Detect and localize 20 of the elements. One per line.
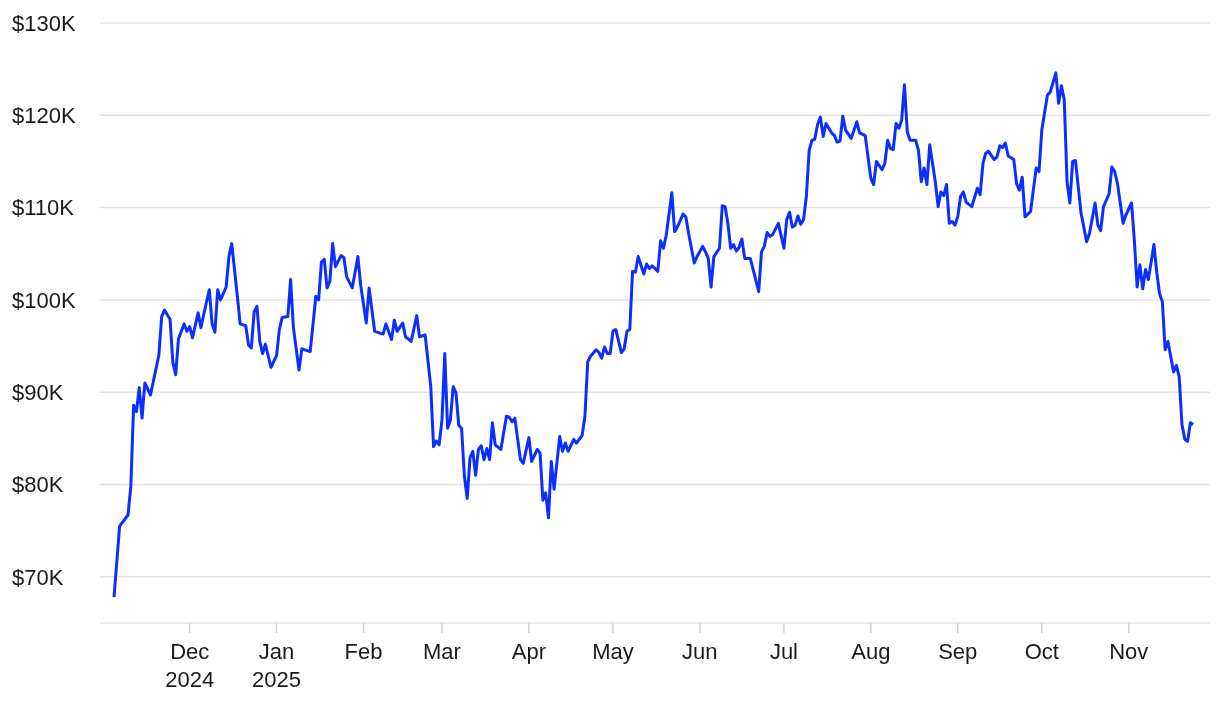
y-tick-label: $90K <box>12 379 64 405</box>
x-tick-label: Jul <box>769 639 798 664</box>
x-tick-label: Jun <box>682 639 718 664</box>
x-tick-label: Dec 2024 <box>165 639 215 692</box>
y-tick-label: $70K <box>12 564 64 590</box>
x-tick-label: Jan 2025 <box>252 639 302 692</box>
x-tick-label: Oct <box>1024 639 1059 664</box>
y-tick-label: $110K <box>12 195 75 221</box>
x-tick-label: Nov <box>1109 639 1149 664</box>
x-tick-label: May <box>592 639 634 664</box>
y-tick-label: $80K <box>12 472 64 498</box>
x-tick-label: Feb <box>344 639 383 664</box>
x-tick-label: Sep <box>938 639 978 664</box>
x-tick-label: Mar <box>423 639 461 664</box>
y-tick-label: $130K <box>12 10 76 36</box>
line-series <box>112 71 1195 599</box>
x-tick-label: Apr <box>511 639 546 664</box>
y-tick-label: $100K <box>12 287 76 313</box>
y-tick-label: $120K <box>12 103 76 129</box>
x-tick-label: Aug <box>851 639 891 664</box>
